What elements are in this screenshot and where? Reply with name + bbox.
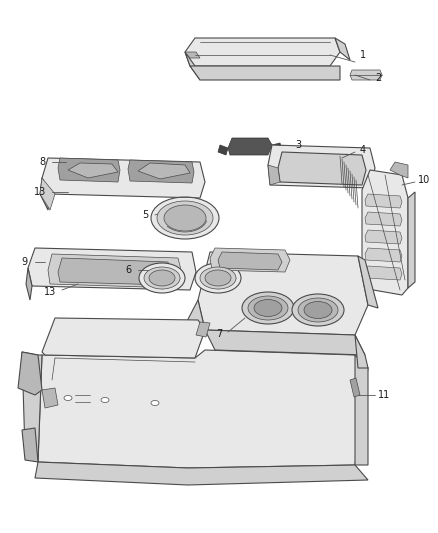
Polygon shape <box>408 192 415 288</box>
Text: 3: 3 <box>295 140 301 150</box>
Text: 5: 5 <box>142 210 148 220</box>
Polygon shape <box>278 152 366 185</box>
Polygon shape <box>68 163 118 178</box>
Text: 13: 13 <box>44 287 56 297</box>
Polygon shape <box>190 66 340 80</box>
Polygon shape <box>218 145 228 155</box>
Polygon shape <box>268 145 375 188</box>
Text: 6: 6 <box>126 265 132 275</box>
Polygon shape <box>138 163 190 179</box>
Polygon shape <box>35 462 368 485</box>
Polygon shape <box>355 335 368 368</box>
Polygon shape <box>40 178 55 210</box>
Polygon shape <box>355 355 368 465</box>
Ellipse shape <box>254 300 282 317</box>
Ellipse shape <box>242 292 294 324</box>
Polygon shape <box>185 52 200 58</box>
Ellipse shape <box>157 201 213 235</box>
Polygon shape <box>272 143 282 155</box>
Polygon shape <box>365 212 402 226</box>
Polygon shape <box>390 162 408 178</box>
Ellipse shape <box>144 267 180 289</box>
Polygon shape <box>38 350 368 468</box>
Polygon shape <box>205 330 365 355</box>
Ellipse shape <box>195 263 241 293</box>
Polygon shape <box>335 38 350 60</box>
Polygon shape <box>42 158 205 198</box>
Text: 10: 10 <box>418 175 430 185</box>
Polygon shape <box>185 52 200 80</box>
Polygon shape <box>58 258 172 285</box>
Ellipse shape <box>292 294 344 326</box>
Ellipse shape <box>151 197 219 239</box>
Ellipse shape <box>149 270 175 286</box>
Polygon shape <box>28 248 196 290</box>
Ellipse shape <box>151 400 159 406</box>
Polygon shape <box>365 248 402 262</box>
Polygon shape <box>40 178 50 210</box>
Polygon shape <box>350 70 382 80</box>
Polygon shape <box>58 158 120 182</box>
Polygon shape <box>365 230 402 244</box>
Text: 13: 13 <box>34 187 46 197</box>
Text: 4: 4 <box>360 145 366 155</box>
Polygon shape <box>350 378 360 397</box>
Polygon shape <box>128 160 194 183</box>
Polygon shape <box>210 248 290 272</box>
Ellipse shape <box>164 205 206 231</box>
Ellipse shape <box>248 296 288 320</box>
Polygon shape <box>42 318 205 358</box>
Polygon shape <box>185 300 205 355</box>
Polygon shape <box>358 256 378 308</box>
Polygon shape <box>198 252 368 335</box>
Ellipse shape <box>304 302 332 319</box>
Polygon shape <box>42 388 58 408</box>
Polygon shape <box>22 352 42 462</box>
Polygon shape <box>26 268 32 300</box>
Text: 11: 11 <box>378 390 390 400</box>
Polygon shape <box>48 254 182 288</box>
Text: 1: 1 <box>360 50 366 60</box>
Polygon shape <box>365 194 402 208</box>
Polygon shape <box>268 165 280 185</box>
Ellipse shape <box>298 298 338 322</box>
Polygon shape <box>185 38 340 66</box>
Ellipse shape <box>205 270 231 286</box>
Polygon shape <box>228 138 272 155</box>
Text: 8: 8 <box>40 157 46 167</box>
Polygon shape <box>218 252 282 270</box>
Polygon shape <box>196 322 210 337</box>
Polygon shape <box>22 428 38 462</box>
Text: 9: 9 <box>22 257 28 267</box>
Ellipse shape <box>139 263 185 293</box>
Ellipse shape <box>200 267 236 289</box>
Text: 2: 2 <box>375 73 381 83</box>
Polygon shape <box>18 352 42 395</box>
Ellipse shape <box>101 398 109 402</box>
Text: 7: 7 <box>216 329 222 339</box>
Polygon shape <box>365 266 402 280</box>
Polygon shape <box>362 170 408 295</box>
Ellipse shape <box>64 395 72 400</box>
